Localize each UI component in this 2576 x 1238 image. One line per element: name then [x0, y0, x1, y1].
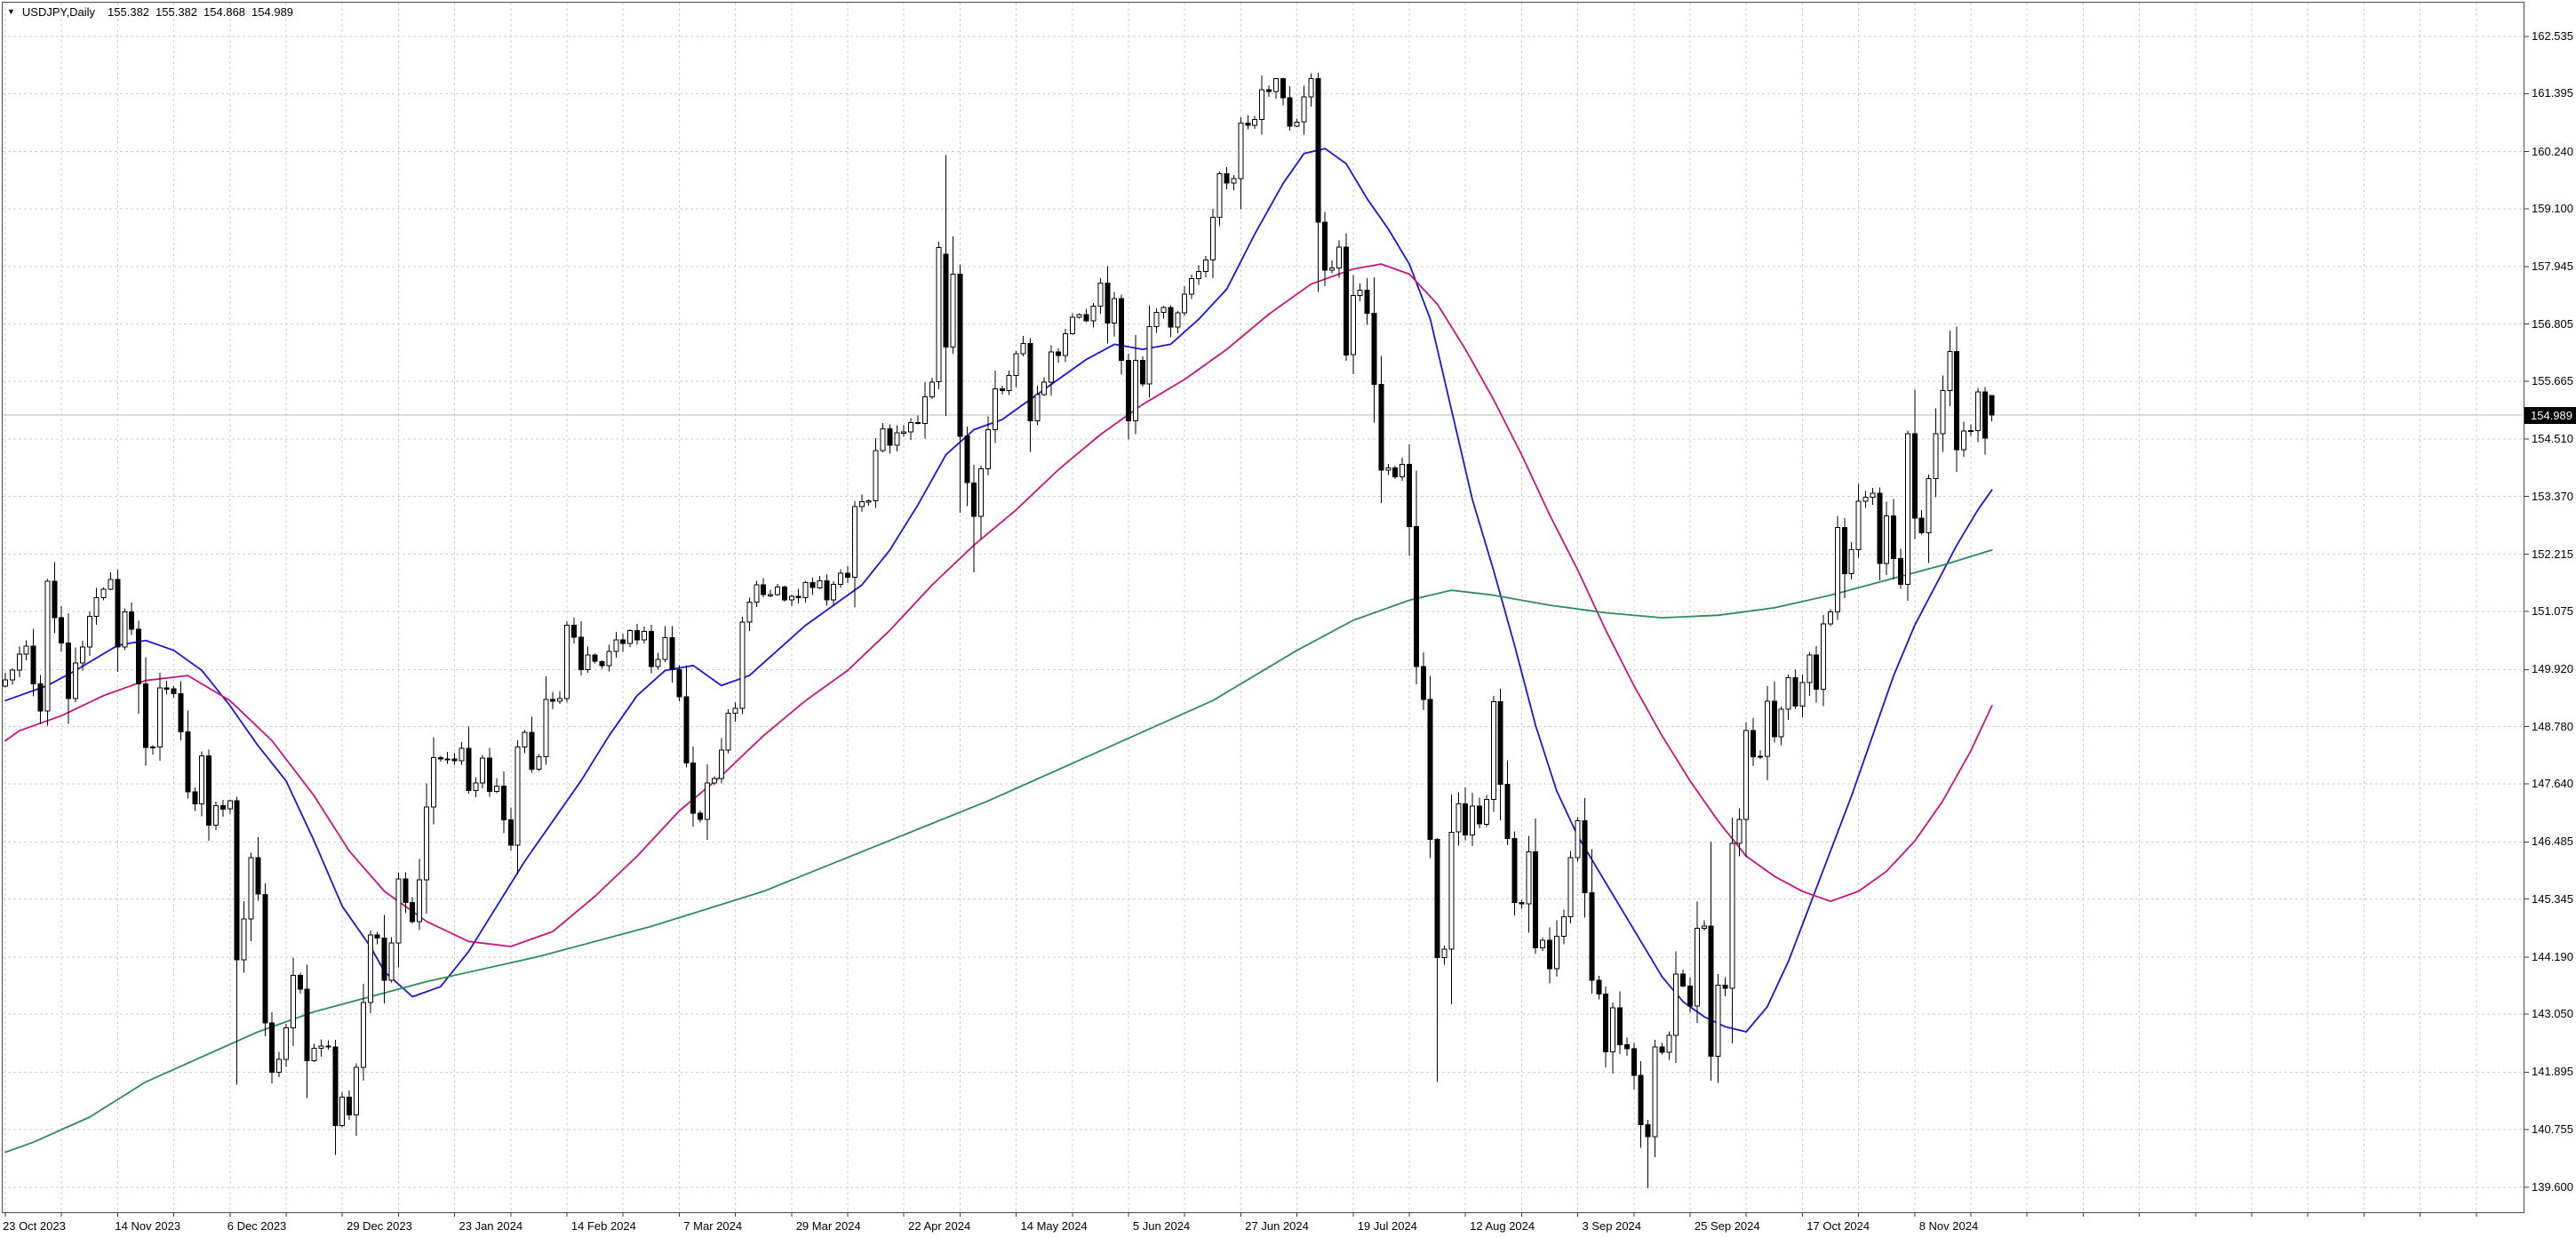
price-axis-label: 143.050 — [2532, 1007, 2573, 1021]
title-low-value: 154.868 — [203, 4, 246, 19]
price-axis-label: 147.640 — [2532, 777, 2573, 791]
time-axis-label: 14 Nov 2023 — [115, 1219, 181, 1233]
title-high-value: 155.382 — [156, 4, 198, 19]
ma-slow-green — [4, 549, 1993, 1154]
time-axis-label: 29 Dec 2023 — [347, 1219, 412, 1233]
time-axis-label: 3 Sep 2024 — [1582, 1219, 1642, 1233]
current-price-tag: 154.989 — [2524, 406, 2576, 424]
price-axis-label: 139.600 — [2532, 1180, 2573, 1194]
price-axis-label: 148.780 — [2532, 719, 2573, 733]
price-axis-label: 157.945 — [2532, 260, 2573, 274]
time-axis-label: 27 Jun 2024 — [1245, 1219, 1309, 1233]
title-close-value: 154.989 — [251, 4, 294, 19]
time-axis-label: 7 Mar 2024 — [683, 1219, 743, 1233]
price-axis-label: 145.345 — [2532, 891, 2573, 906]
price-axis-label: 152.215 — [2532, 547, 2573, 561]
time-axis-label: 8 Nov 2024 — [1918, 1219, 1979, 1233]
price-axis-label: 155.665 — [2532, 373, 2573, 387]
time-axis-label: 23 Jan 2024 — [459, 1219, 523, 1233]
symbol-dropdown-icon[interactable]: ▼ — [7, 7, 15, 16]
title-symbol-period: USDJPY,Daily — [21, 4, 96, 19]
price-axis-label: 146.485 — [2532, 835, 2573, 849]
price-axis-label: 140.755 — [2532, 1122, 2573, 1136]
time-axis-label: 14 May 2024 — [1020, 1219, 1088, 1233]
price-axis-label: 162.535 — [2532, 29, 2573, 43]
price-axis-label: 161.395 — [2532, 86, 2573, 100]
price-axis-label: 156.805 — [2532, 316, 2573, 331]
time-axis-label: 17 Oct 2024 — [1806, 1219, 1870, 1233]
price-axis-label: 149.920 — [2532, 662, 2573, 676]
time-axis-label: 25 Sep 2024 — [1694, 1219, 1760, 1233]
time-axis-label: 29 Mar 2024 — [795, 1219, 861, 1233]
time-axis-label: 6 Dec 2023 — [227, 1219, 287, 1233]
time-axis-label: 19 Jul 2024 — [1357, 1219, 1417, 1233]
price-axis-label: 153.370 — [2532, 489, 2573, 503]
price-axis-label: 159.100 — [2532, 201, 2573, 215]
ohlc-title: ▼ USDJPY,Daily 155.382 155.382 154.868 1… — [7, 4, 299, 19]
ma-mid-magenta — [4, 263, 1993, 947]
time-axis-label: 14 Feb 2024 — [570, 1219, 636, 1233]
title-open-value: 155.382 — [108, 4, 150, 19]
time-axis-label: 5 Jun 2024 — [1132, 1219, 1191, 1233]
time-axis-label: 23 Oct 2023 — [3, 1219, 66, 1233]
price-axis-label: 154.510 — [2532, 432, 2573, 446]
price-axis-label: 141.895 — [2532, 1065, 2573, 1079]
price-axis-label: 144.190 — [2532, 949, 2573, 963]
price-axis-label: 160.240 — [2532, 144, 2573, 158]
time-axis-label: 12 Aug 2024 — [1470, 1219, 1535, 1233]
time-axis-label: 22 Apr 2024 — [908, 1219, 971, 1233]
price-axis-label: 151.075 — [2532, 604, 2573, 619]
